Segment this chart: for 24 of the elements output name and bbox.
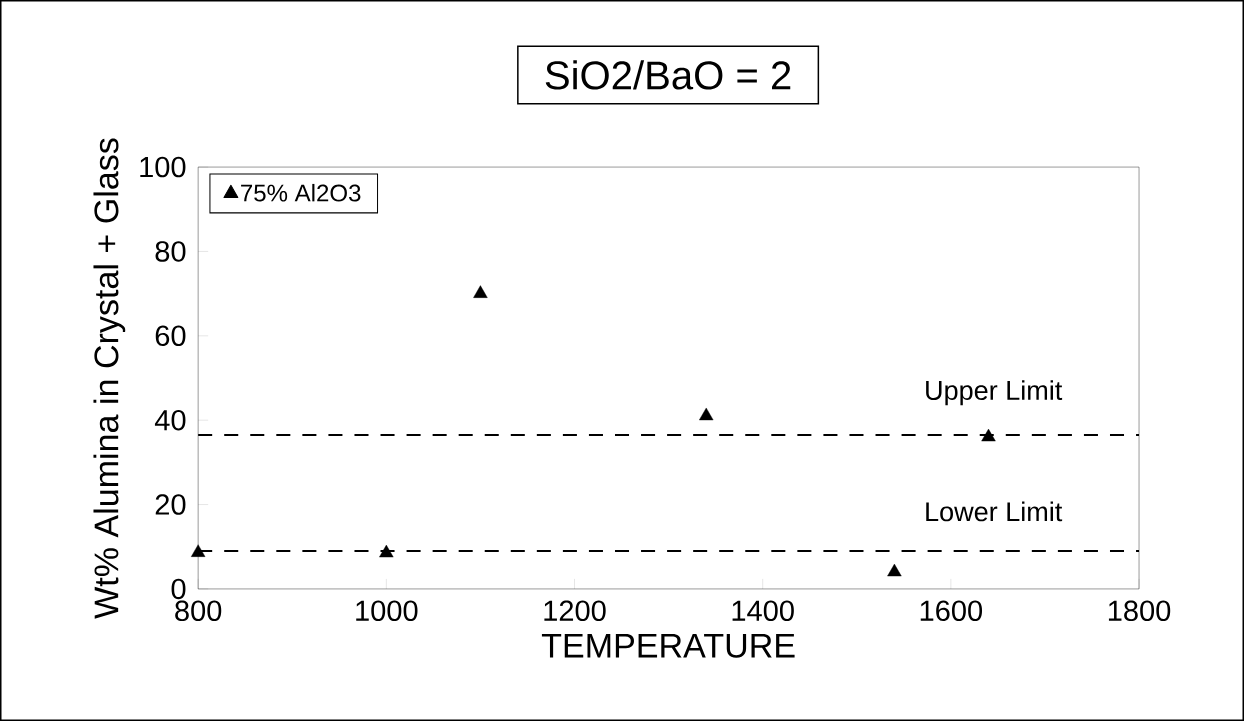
y-tick-label: 20 (155, 494, 186, 515)
y-tick-label: 100 (140, 156, 186, 178)
x-tick-label: 1600 (920, 600, 983, 622)
point (699, 407, 714, 421)
x-tick-label: 1200 (544, 600, 606, 622)
point (191, 544, 206, 557)
x-tick-label: 800 (175, 600, 222, 622)
point (379, 544, 394, 558)
y-tick-label: 40 (154, 409, 186, 431)
x-tick-label: 1800 (1108, 600, 1171, 622)
ref-line-label: Upper Limit (926, 380, 1063, 406)
y-tick-label: 60 (155, 325, 186, 347)
x-tick-label: 1000 (356, 600, 418, 622)
x-axis-title: TEMPERATURE (541, 633, 795, 658)
point (887, 563, 902, 577)
x-tick-label: 1400 (732, 600, 794, 622)
point (981, 428, 996, 442)
y-axis-title: Wt% Alumina in Crystal + Glass (93, 138, 126, 619)
y-tick-label: 0 (171, 578, 186, 600)
ref-line-label: Lower Limit (926, 501, 1063, 522)
chart-title: SiO2/BaO = 2 (545, 60, 791, 90)
point (473, 285, 488, 298)
y-tick-label: 80 (155, 241, 186, 262)
legend-label: 75% Al2O3 (241, 183, 361, 202)
